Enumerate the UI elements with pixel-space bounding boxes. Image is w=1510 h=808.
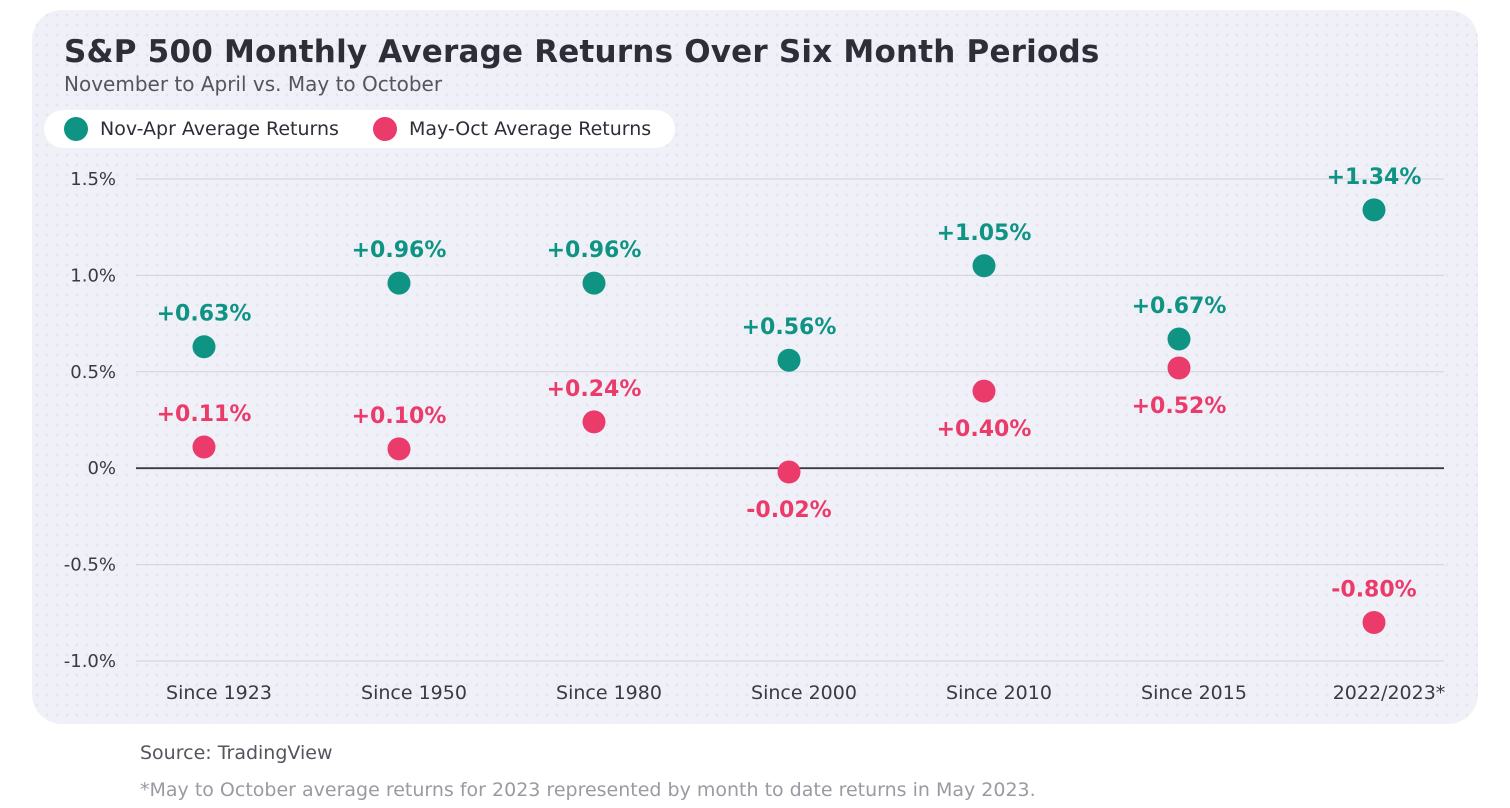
legend-item-may-oct: May-Oct Average Returns — [372, 117, 652, 141]
y-tick-label: 0% — [87, 458, 116, 479]
data-point-nov-apr — [777, 348, 801, 372]
data-label-may-oct: +0.10% — [352, 404, 447, 429]
data-point-may-oct — [972, 379, 996, 403]
y-tick-label: 1.5% — [70, 169, 116, 190]
data-point-may-oct — [387, 437, 411, 461]
legend: Nov-Apr Average Returns May-Oct Average … — [44, 110, 676, 148]
x-tick-label: 2022/2023* — [1333, 682, 1446, 704]
data-point-may-oct — [1362, 610, 1386, 634]
data-point-may-oct — [582, 410, 606, 434]
data-label-nov-apr: +0.96% — [352, 238, 447, 263]
data-label-nov-apr: +1.34% — [1327, 165, 1422, 190]
x-tick-label: Since 2010 — [946, 682, 1052, 704]
data-label-may-oct: -0.80% — [1331, 577, 1416, 602]
data-label-may-oct: +0.24% — [547, 377, 642, 402]
data-point-nov-apr — [1167, 327, 1191, 351]
legend-label-nov-apr: Nov-Apr Average Returns — [100, 118, 339, 140]
data-label-nov-apr: +0.56% — [742, 315, 837, 340]
y-tick-label: 1.0% — [70, 265, 116, 286]
chart-card: 1.5% 1.0% 0.5% 0% -0.5% -1.0% Since 1923 Since … — [32, 10, 1478, 724]
x-tick-label: Since 2000 — [751, 682, 857, 704]
y-tick-label: 0.5% — [70, 362, 116, 383]
data-label-may-oct: +0.40% — [937, 417, 1032, 442]
data-point-may-oct — [1167, 356, 1191, 380]
x-tick-label: Since 2015 — [1141, 682, 1247, 704]
data-point-nov-apr — [972, 254, 996, 278]
x-tick-label: Since 1923 — [166, 682, 272, 704]
x-tick-label: Since 1980 — [556, 682, 662, 704]
y-tick-label: -0.5% — [64, 555, 116, 576]
data-label-may-oct: -0.02% — [746, 498, 831, 523]
data-label-nov-apr: +0.63% — [157, 302, 252, 327]
data-point-nov-apr — [1362, 198, 1386, 222]
chart-title: S&P 500 Monthly Average Returns Over Six… — [64, 34, 1100, 70]
source-note: Source: TradingView — [140, 742, 333, 764]
data-point-may-oct — [192, 435, 216, 459]
data-label-nov-apr: +1.05% — [937, 221, 1032, 246]
legend-label-may-oct: May-Oct Average Returns — [408, 118, 652, 140]
legend-dot-may-oct — [372, 117, 397, 141]
y-tick-label: -1.0% — [64, 651, 116, 672]
chart-subtitle: November to April vs. May to October — [64, 72, 443, 96]
data-label-may-oct: +0.11% — [157, 402, 252, 427]
x-tick-label: Since 1950 — [361, 682, 467, 704]
data-point-may-oct — [777, 460, 801, 484]
data-point-nov-apr — [387, 271, 411, 295]
legend-dot-nov-apr — [64, 117, 88, 141]
data-label-nov-apr: +0.96% — [547, 238, 642, 263]
footnote: *May to October average returns for 2023… — [140, 779, 1036, 801]
data-label-nov-apr: +0.67% — [1132, 294, 1227, 319]
data-point-nov-apr — [192, 335, 216, 359]
data-point-nov-apr — [582, 271, 606, 295]
data-label-may-oct: +0.52% — [1132, 394, 1227, 419]
legend-item-nov-apr: Nov-Apr Average Returns — [64, 117, 339, 141]
